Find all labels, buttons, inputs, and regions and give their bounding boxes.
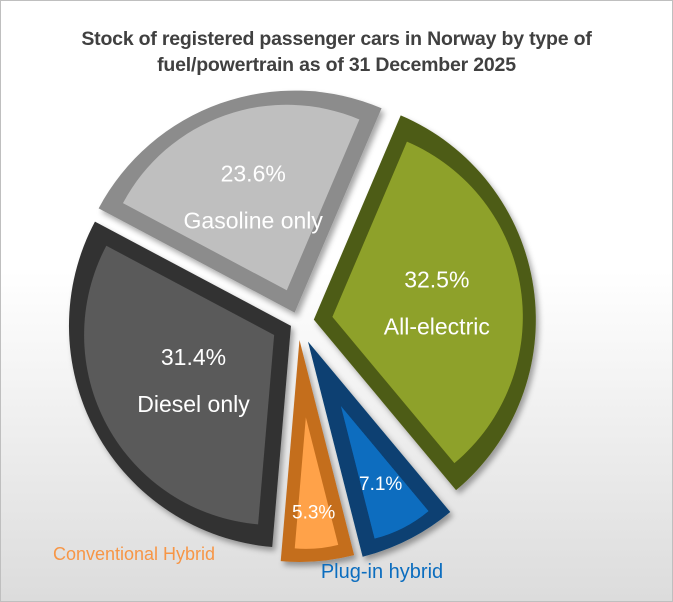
pie-slice-gasoline-only: [98, 90, 382, 313]
data-label-all-electric: 32.5%: [404, 267, 469, 293]
pie-slice-face-plug-in-hybrid: [340, 405, 429, 539]
pie-slice-all-electric: [313, 115, 536, 491]
pie-slices: [68, 90, 536, 562]
category-label-diesel-only: Diesel only: [137, 391, 250, 417]
pie-slice-conventional-hybrid: [280, 339, 355, 562]
pie-slice-plug-in-hybrid: [308, 341, 451, 557]
data-label-conventional-hybrid: 5.3%: [292, 503, 335, 524]
chart-title-line2: fuel/powertrain as of 31 December 2025: [157, 54, 516, 76]
pie-slice-face-all-electric: [332, 141, 523, 464]
pie-labels: 23.6% Gasoline only 32.5% All-electric 7.1% P…: [53, 160, 490, 583]
pie-slice-face-gasoline-only: [122, 104, 360, 291]
category-label-plug-in-hybrid: Plug-in hybrid: [321, 561, 443, 583]
data-label-diesel-only: 31.4%: [161, 344, 226, 370]
data-label-gasoline-only: 23.6%: [221, 160, 286, 186]
pie-slice-face-conventional-hybrid: [294, 417, 339, 549]
pie-slice-diesel-only: [68, 221, 291, 548]
chart-title-line1: Stock of registered passenger cars in No…: [81, 28, 592, 50]
category-label-all-electric: All-electric: [384, 314, 490, 340]
data-label-plug-in-hybrid: 7.1%: [359, 474, 402, 495]
chart-title: Stock of registered passenger cars in No…: [40, 26, 633, 78]
category-label-gasoline-only: Gasoline only: [184, 207, 324, 233]
category-label-conventional-hybrid: Conventional Hybrid: [53, 544, 215, 564]
pie-slice-face-diesel-only: [84, 245, 275, 525]
